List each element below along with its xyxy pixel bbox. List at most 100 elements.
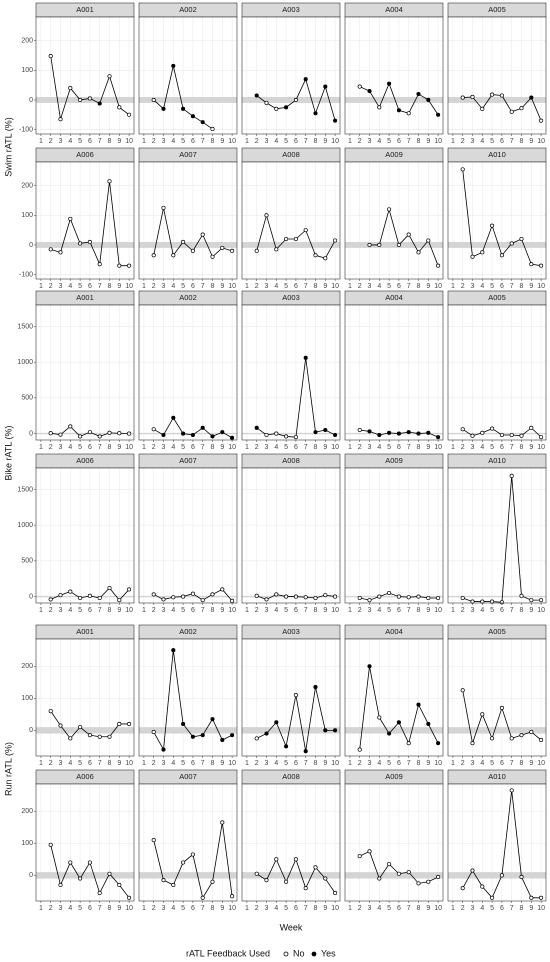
x-tick-label: 9 xyxy=(117,905,121,912)
data-point xyxy=(48,842,53,847)
x-tick-label: 1 xyxy=(348,138,352,145)
panel-title: A007 xyxy=(179,456,197,465)
data-point xyxy=(529,895,534,900)
x-tick-label: 3 xyxy=(59,138,63,145)
data-point xyxy=(161,597,166,602)
data-point xyxy=(323,593,328,598)
x-tick-label: 10 xyxy=(434,444,442,451)
panel-title: A003 xyxy=(282,627,300,636)
data-point xyxy=(509,432,514,438)
data-point xyxy=(367,89,372,94)
x-tick-label: 10 xyxy=(434,905,442,912)
data-point xyxy=(127,112,132,117)
y-tick-label: 500 xyxy=(21,395,33,402)
x-tick-label: 10 xyxy=(228,760,236,767)
data-point xyxy=(230,435,235,440)
data-point xyxy=(274,106,279,111)
x-tick-label: 9 xyxy=(117,760,121,767)
x-tick-label: 5 xyxy=(490,607,494,614)
x-tick-label: 2 xyxy=(49,760,53,767)
data-point xyxy=(470,433,475,438)
data-point xyxy=(470,254,475,259)
x-tick-label: 5 xyxy=(284,283,288,290)
x-tick-label: 4 xyxy=(480,905,484,912)
panel-title: A004 xyxy=(385,293,403,302)
panel-title: A007 xyxy=(179,772,197,781)
data-point xyxy=(377,715,382,720)
x-tick-label: 6 xyxy=(88,444,92,451)
x-tick-label: 2 xyxy=(255,138,259,145)
panel-border xyxy=(35,161,135,280)
panel-title: A009 xyxy=(385,772,403,781)
data-point xyxy=(529,262,534,267)
x-tick-label: 10 xyxy=(125,444,133,451)
x-tick-label: 7 xyxy=(201,283,205,290)
x-tick-label: 4 xyxy=(274,905,278,912)
data-point xyxy=(377,594,382,599)
x-tick-label: 4 xyxy=(68,607,72,614)
panel-title: A006 xyxy=(76,150,94,159)
x-tick-label: 5 xyxy=(78,138,82,145)
reference-band xyxy=(242,96,340,103)
x-tick-label: 3 xyxy=(471,283,475,290)
data-point xyxy=(499,432,504,438)
data-point xyxy=(68,860,73,865)
x-tick-label: 3 xyxy=(471,138,475,145)
data-point xyxy=(323,427,328,433)
x-tick-label: 8 xyxy=(108,138,112,145)
data-point xyxy=(230,598,235,603)
panel-title: A001 xyxy=(76,5,94,14)
reference-band xyxy=(345,96,443,103)
data-point xyxy=(293,236,298,242)
x-tick-label: 9 xyxy=(426,905,430,912)
panel-border xyxy=(241,16,341,135)
x-tick-label: 8 xyxy=(211,444,215,451)
x-tick-label: 8 xyxy=(417,444,421,451)
x-tick-label: 6 xyxy=(294,760,298,767)
x-tick-label: 9 xyxy=(323,283,327,290)
x-tick-label: 5 xyxy=(181,607,185,614)
data-point xyxy=(210,879,215,884)
x-tick-label: 3 xyxy=(368,607,372,614)
reference-band xyxy=(139,595,237,598)
x-tick-label: 3 xyxy=(471,760,475,767)
x-tick-label: 10 xyxy=(537,138,545,145)
data-point xyxy=(171,882,176,888)
data-point xyxy=(313,595,318,601)
panel-border xyxy=(35,783,135,902)
data-point xyxy=(426,430,431,435)
x-tick-label: 5 xyxy=(78,905,82,912)
data-point xyxy=(274,857,279,862)
data-point xyxy=(426,879,431,884)
x-tick-label: 1 xyxy=(451,607,455,614)
data-point xyxy=(284,434,289,439)
x-tick-label: 1 xyxy=(451,444,455,451)
x-tick-label: 8 xyxy=(520,444,524,451)
x-tick-label: 3 xyxy=(59,905,63,912)
panel-title: A008 xyxy=(282,150,300,159)
x-tick-label: 10 xyxy=(537,905,545,912)
x-tick-label: 3 xyxy=(368,283,372,290)
x-tick-label: 10 xyxy=(331,283,339,290)
x-tick-label: 3 xyxy=(471,905,475,912)
panel-border xyxy=(138,16,238,135)
data-point xyxy=(127,895,132,900)
x-tick-label: 7 xyxy=(510,905,514,912)
x-tick-label: 1 xyxy=(348,607,352,614)
panel xyxy=(139,784,237,901)
x-tick-label: 3 xyxy=(265,607,269,614)
x-tick-label: 1 xyxy=(348,905,352,912)
data-point xyxy=(539,598,544,603)
y-axis-title: Swim rATL (%) xyxy=(3,117,13,177)
panel xyxy=(242,468,340,603)
y-tick-label: 100 xyxy=(21,67,33,74)
panel xyxy=(36,784,134,901)
panel-border xyxy=(447,16,547,135)
x-tick-label: 9 xyxy=(426,283,430,290)
x-tick-label: 1 xyxy=(348,444,352,451)
x-tick-label: 10 xyxy=(537,283,545,290)
reference-band xyxy=(448,96,546,103)
x-tick-label: 9 xyxy=(220,607,224,614)
data-point xyxy=(509,241,514,246)
x-tick-label: 3 xyxy=(368,444,372,451)
